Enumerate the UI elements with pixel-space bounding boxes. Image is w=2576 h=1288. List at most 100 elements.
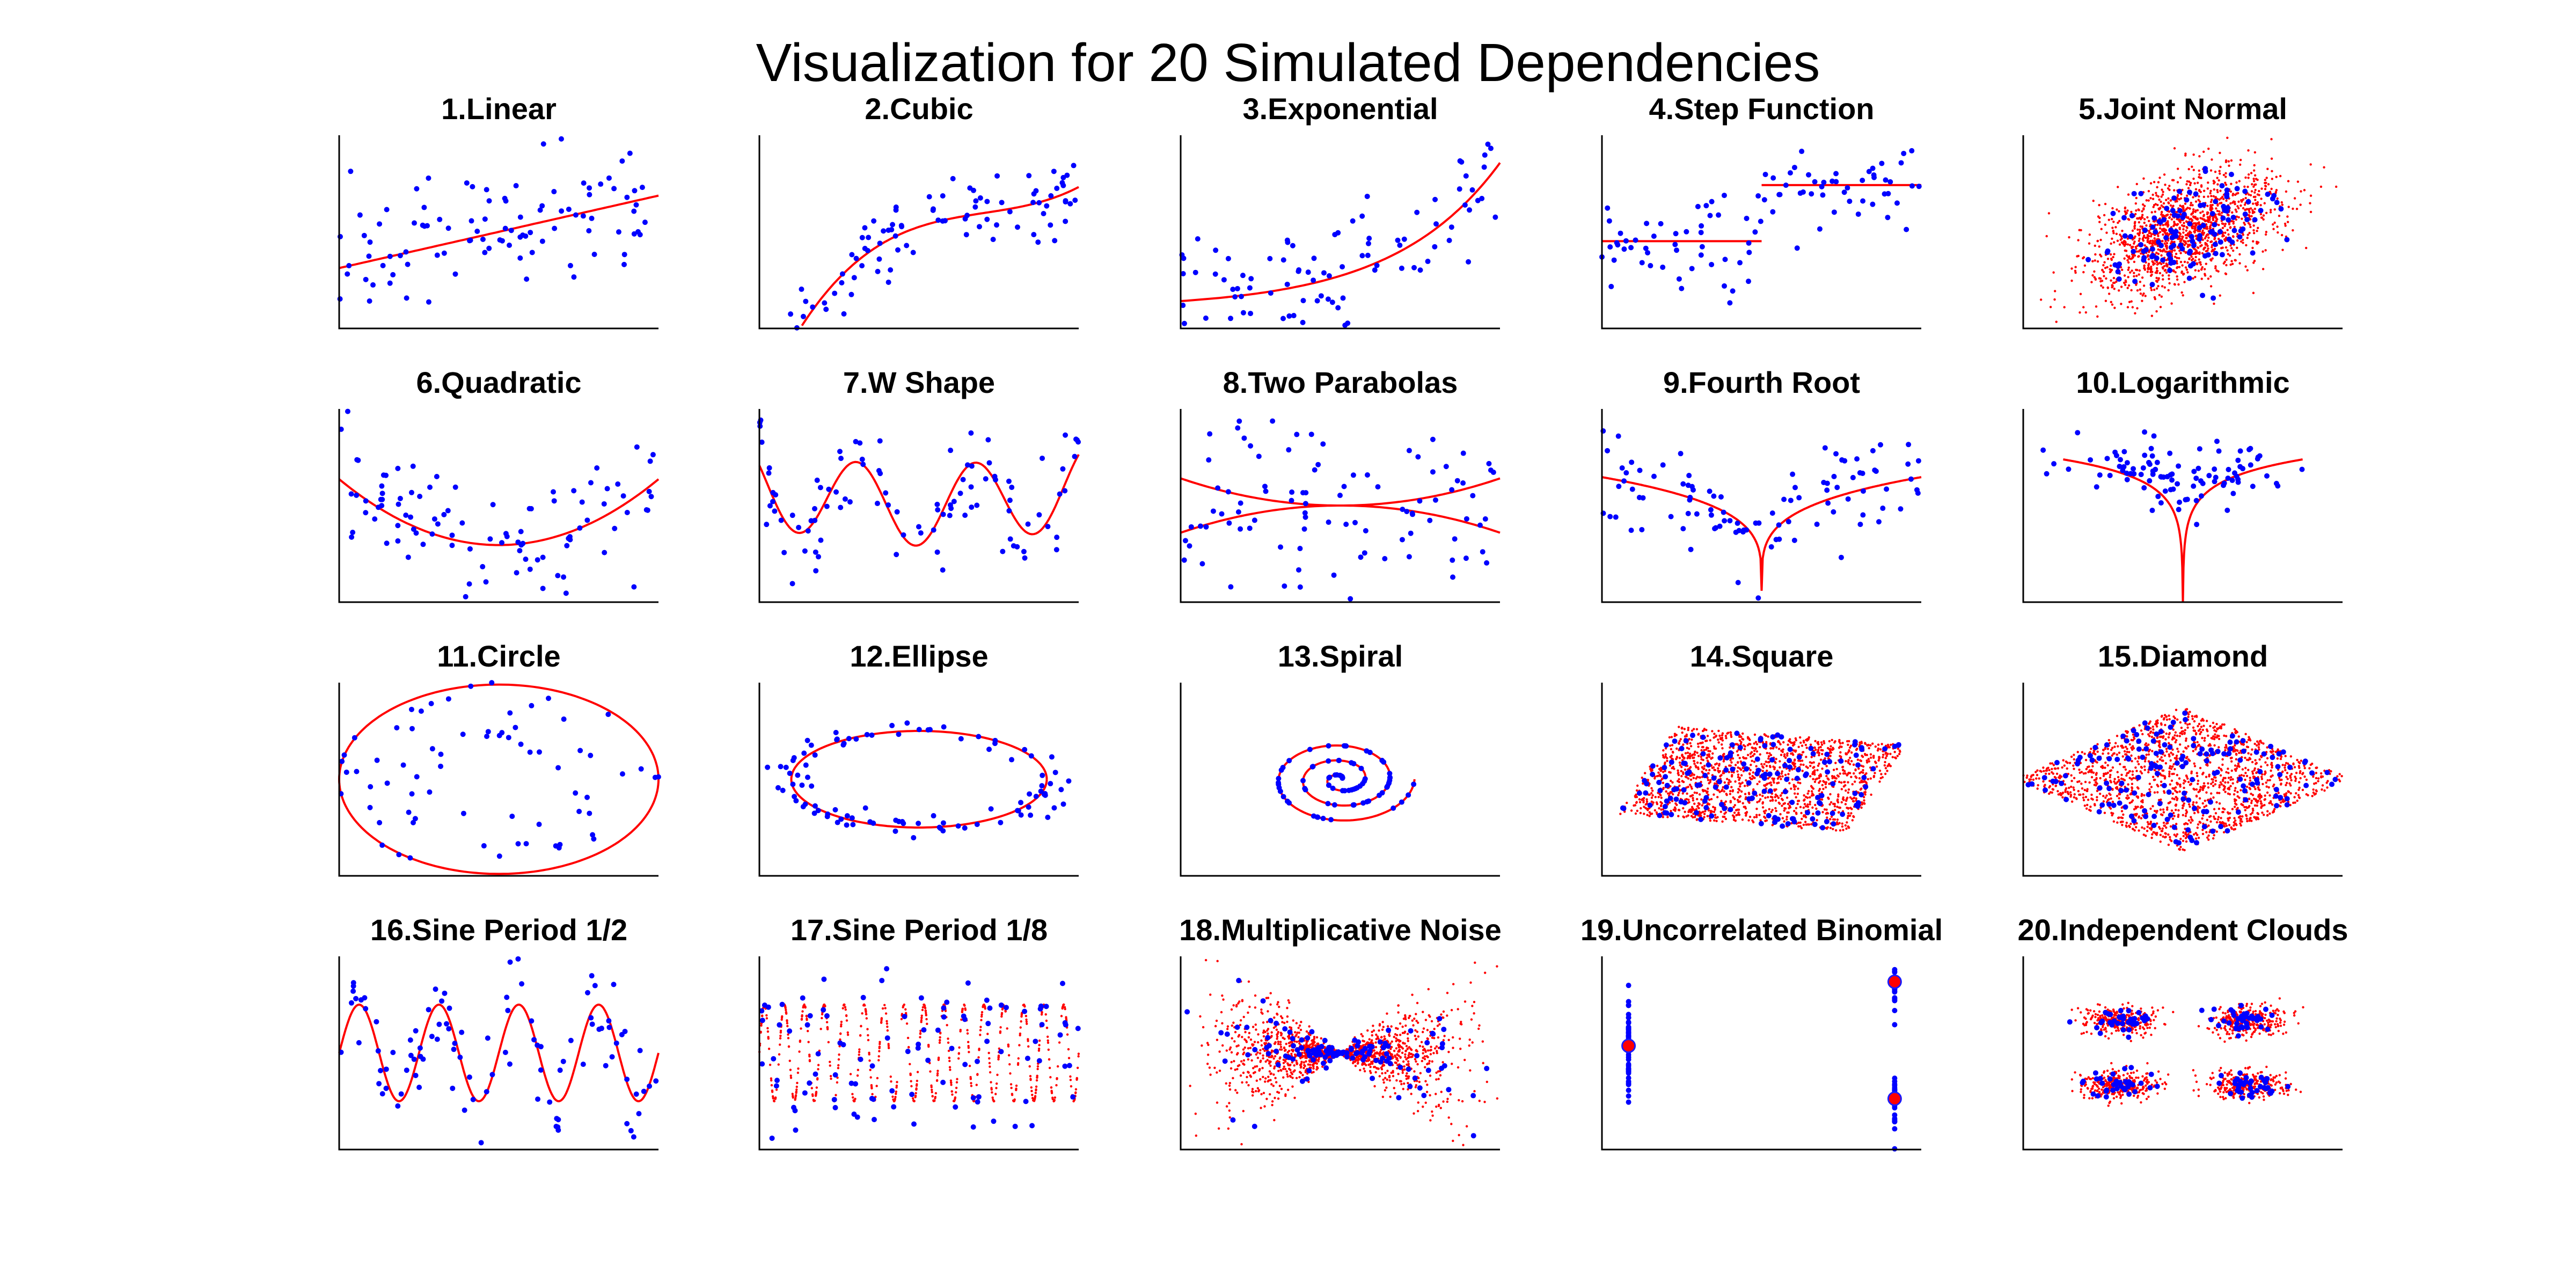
dependency-point <box>1636 809 1639 813</box>
dependency-point <box>2300 190 2302 193</box>
sample-point <box>1716 212 1722 218</box>
dependency-point <box>1638 798 1641 801</box>
sample-point <box>1700 734 1706 740</box>
dependency-point <box>1669 771 1672 774</box>
sample-point <box>1286 800 1292 806</box>
dependency-point <box>1809 775 1812 778</box>
dependency-point <box>2273 221 2276 224</box>
sample-point <box>1488 145 1494 151</box>
sample-point <box>552 225 558 231</box>
sample-point <box>1320 441 1326 447</box>
dependency-point <box>1692 728 1695 730</box>
sample-point <box>2231 228 2237 233</box>
sample-point <box>1007 209 1013 215</box>
dependency-point <box>1659 801 1662 803</box>
dependency-point <box>1869 756 1872 759</box>
sample-point <box>1071 163 1077 169</box>
sample-point <box>2191 483 2197 489</box>
dependency-point <box>1797 745 1800 749</box>
sample-point <box>2234 186 2240 192</box>
dependency-point <box>2281 203 2284 206</box>
dependency-point <box>1732 796 1735 799</box>
sample-point <box>2197 233 2202 239</box>
sample-point <box>2216 448 2222 454</box>
sample-point <box>1636 495 1642 501</box>
sample-point <box>1668 514 1674 519</box>
dependency-point <box>2104 223 2107 226</box>
sample-point <box>354 769 360 774</box>
sample-point <box>2238 228 2244 234</box>
dependency-point <box>2219 165 2222 169</box>
dependency-point <box>1821 811 1824 814</box>
dependency-point <box>2164 245 2168 248</box>
dependency-point <box>1831 775 1834 778</box>
sample-point <box>2202 253 2208 259</box>
dependency-point <box>1867 778 1869 781</box>
sample-point <box>372 516 378 522</box>
dependency-point <box>1703 813 1706 815</box>
sample-point <box>1737 744 1743 750</box>
dependency-point <box>2069 791 2072 794</box>
dependency-point <box>2264 181 2266 185</box>
dependency-point <box>2221 226 2224 229</box>
sample-point <box>994 222 1000 228</box>
sample-point <box>513 183 519 189</box>
sample-point <box>634 444 640 450</box>
sample-point <box>1770 742 1776 748</box>
sample-point <box>875 268 881 274</box>
dependency-point <box>1761 765 1764 768</box>
dependency-point <box>1774 807 1777 810</box>
dependency-point <box>2148 251 2150 253</box>
sample-point <box>935 507 941 513</box>
sample-point <box>898 223 904 229</box>
sample-point <box>414 774 420 780</box>
dependency-point <box>1861 756 1864 758</box>
dependency-point <box>1671 744 1674 747</box>
dependency-point <box>2096 761 2098 764</box>
sample-point <box>1212 271 1218 277</box>
sample-point <box>1660 264 1666 270</box>
sample-point <box>1650 763 1656 769</box>
dependency-point <box>1702 790 1705 793</box>
dependency-point <box>1713 733 1716 735</box>
dependency-point <box>2231 194 2234 197</box>
dependency-point <box>1695 728 1699 731</box>
sample-point <box>1021 548 1027 554</box>
dependency-point <box>2176 200 2178 203</box>
sample-point <box>573 790 579 796</box>
sample-point <box>2097 472 2103 478</box>
sample-point <box>1870 448 1876 453</box>
dependency-point <box>1829 801 1833 804</box>
dependency-point <box>1680 765 1683 769</box>
dependency-point <box>2055 320 2058 323</box>
dependency-point <box>1863 791 1866 794</box>
sample-point <box>449 532 455 538</box>
sample-point <box>1769 757 1775 763</box>
sample-point <box>1623 238 1629 244</box>
dependency-point <box>2250 172 2253 174</box>
sample-point <box>870 820 876 826</box>
dependency-point <box>1709 779 1712 781</box>
sample-point <box>367 239 373 245</box>
sample-point <box>862 805 868 811</box>
sample-point <box>1644 781 1650 787</box>
dependency-point <box>2101 269 2104 272</box>
dependency-point <box>2228 254 2231 257</box>
dependency-point <box>2167 225 2169 228</box>
sample-point <box>1766 813 1772 818</box>
sample-point <box>631 231 637 237</box>
sample-point <box>1018 800 1024 806</box>
dependency-point <box>2163 173 2166 176</box>
dependency-point <box>1855 776 1858 779</box>
dependency-point <box>2234 203 2236 206</box>
sample-point <box>1857 470 1863 476</box>
sample-point <box>367 804 373 810</box>
sample-point <box>2168 227 2174 233</box>
sample-point <box>2237 448 2243 454</box>
dependency-point <box>2111 207 2114 210</box>
sample-point <box>2198 493 2204 499</box>
sample-point <box>1700 751 1706 757</box>
sample-point <box>817 485 823 491</box>
sample-point <box>889 722 895 728</box>
dependency-point <box>1713 747 1716 750</box>
